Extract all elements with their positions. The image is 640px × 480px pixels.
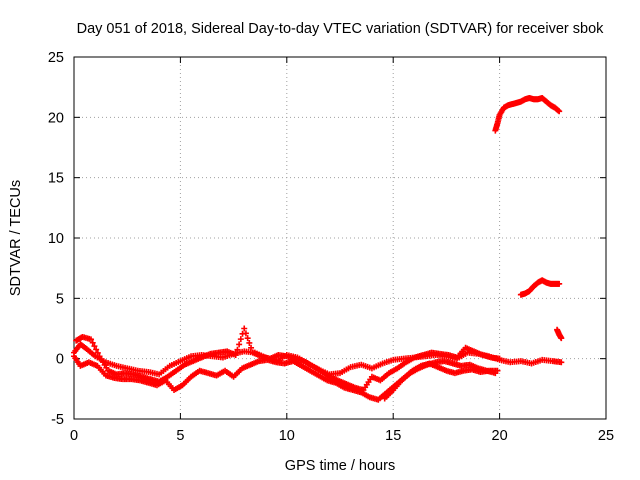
data-point-track-b xyxy=(246,339,253,346)
x-tick-label: 25 xyxy=(598,428,614,444)
x-tick-label: 5 xyxy=(176,428,184,444)
y-tick-label: 25 xyxy=(48,50,64,66)
data-point-track-b xyxy=(88,336,95,343)
data-point-track-b xyxy=(237,336,244,343)
data-point-track-b xyxy=(94,349,101,356)
x-tick-label: 15 xyxy=(385,428,401,444)
data-point-track-d xyxy=(492,370,499,377)
data-point-track-b xyxy=(242,330,249,337)
x-axis-label: GPS time / hours xyxy=(285,458,395,474)
y-tick-label: 15 xyxy=(48,171,64,187)
data-point-track-b xyxy=(244,335,251,342)
data-point-arc-high xyxy=(556,108,563,115)
y-axis-label: SDTVAR / TECUs xyxy=(8,180,24,296)
data-point-track-b xyxy=(91,343,98,350)
x-tick-label: 20 xyxy=(492,428,508,444)
data-point-track-b xyxy=(236,341,243,348)
data-point-track-b xyxy=(248,344,255,351)
y-tick-label: 5 xyxy=(56,291,64,307)
chart-title: Day 051 of 2018, Sidereal Day-to-day VTE… xyxy=(77,21,605,37)
axis-ticks: 0 5 10 15 20 25 -5 0 5 10 15 20 25 xyxy=(48,50,614,444)
data-point-short-drop xyxy=(558,335,565,342)
data-point-arc-mid xyxy=(556,280,563,287)
data-points xyxy=(71,95,565,403)
x-tick-label: 0 xyxy=(70,428,78,444)
y-tick-label: 20 xyxy=(48,110,64,126)
data-point-track-b xyxy=(496,355,503,362)
data-point-track-b xyxy=(234,346,241,353)
data-point-track-b xyxy=(232,352,239,359)
x-tick-label: 10 xyxy=(279,428,295,444)
grid xyxy=(74,57,606,419)
data-point-track-b xyxy=(241,325,248,332)
data-point-track-b xyxy=(93,346,100,353)
data-point-track-a xyxy=(558,359,565,366)
y-tick-label: 0 xyxy=(56,352,64,368)
data-point-track-b xyxy=(89,339,96,346)
y-tick-label: 10 xyxy=(48,231,64,247)
y-tick-label: -5 xyxy=(51,412,64,428)
